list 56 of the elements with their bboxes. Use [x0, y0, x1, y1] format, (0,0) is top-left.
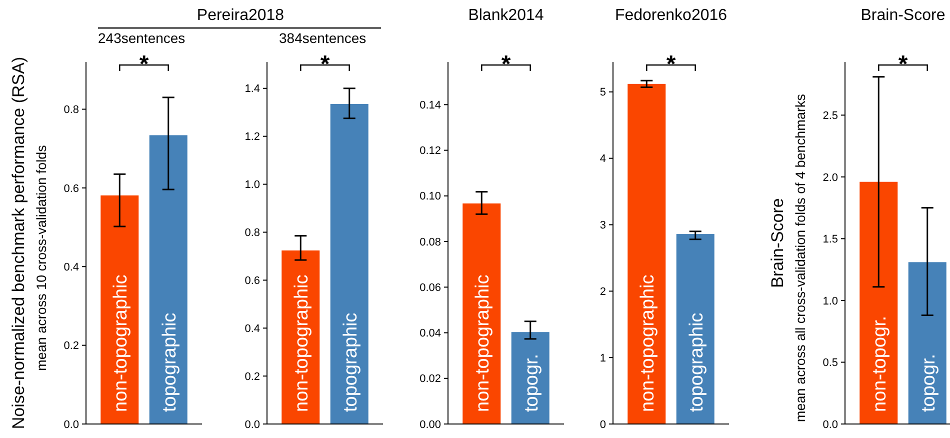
y-tick-label: 5: [600, 86, 606, 99]
y-tick-label: 0.0: [244, 418, 260, 431]
x-tick-label: topographic: [340, 312, 362, 412]
y-tick-label: 2.5: [822, 110, 838, 122]
y-tick-label: 0.14: [420, 100, 441, 112]
chart-title: Blank2014: [468, 7, 544, 24]
x-tick-label: non-topographic: [292, 274, 313, 412]
y-tick-label: 0.12: [420, 145, 441, 158]
x-tick-label: non-topographic: [472, 274, 494, 412]
chart-subtitle: 384sentences: [279, 30, 366, 46]
y-axis-title: Brain-Score mean across all cross-validation folds of 4 benchmarks: [768, 94, 808, 422]
annotation: *: [139, 51, 150, 78]
y-tick-label: 0: [600, 418, 606, 431]
y-tick-label: 0.6: [64, 182, 79, 195]
y-tick-label: 2.0: [822, 172, 838, 184]
y-tick-label: 1.4: [244, 83, 260, 96]
y-tick-label: 0.04: [420, 328, 441, 340]
x-tick-label: topogr.: [918, 354, 940, 412]
y-tick-label: 0.8: [244, 227, 260, 240]
x-tick-label: topographic: [686, 312, 708, 412]
y-tick-label: 2: [600, 286, 606, 298]
x-tick-label: topographic: [159, 312, 180, 412]
x-tick-label: non-topogr.: [870, 316, 891, 412]
y-tick-label: 1.0: [822, 295, 838, 308]
y-tick-label: 3: [600, 220, 606, 232]
chart-title: Fedorenko2016: [614, 7, 728, 24]
y-tick-label: 0.4: [64, 261, 79, 274]
y-tick-label: 0.06: [420, 282, 441, 294]
chart-title: Brain-Score: [860, 7, 946, 24]
y-tick-label: 0.4: [244, 322, 260, 335]
y-tick-label: 0.8: [64, 104, 79, 116]
text: Pereira2018: [196, 7, 284, 24]
y-tick-label: 0.0: [64, 418, 79, 431]
x-tick-label: non-topographic: [110, 274, 132, 412]
chart-subtitle: 243sentences: [98, 30, 186, 46]
y-tick-label: 1.5: [822, 234, 838, 246]
annotation: *: [666, 51, 676, 78]
x-tick-label: topogr.: [521, 354, 542, 412]
y-tick-label: 0.0: [822, 418, 838, 431]
y-tick-label: 0.00: [420, 418, 441, 431]
y-tick-label: 0.2: [244, 370, 260, 383]
y-tick-label: 0.5: [822, 357, 838, 370]
annotation: *: [320, 51, 330, 78]
y-tick-label: 4: [600, 153, 606, 166]
annotation: *: [501, 51, 512, 78]
x-tick-label: non-topographic: [638, 274, 659, 412]
annotation: *: [898, 51, 908, 78]
y-tick-label: 0.02: [420, 373, 441, 386]
y-tick-label: 1.2: [244, 131, 260, 144]
y-tick-label: 1.0: [244, 179, 260, 192]
y-tick-label: 0.6: [244, 275, 260, 288]
y-axis-title: Noise-normalized benchmark performance (RSA) mean across 10 cross-validation folds: [9, 56, 49, 430]
y-tick-label: 1: [600, 352, 606, 364]
y-tick-label: 0.08: [420, 236, 441, 248]
y-tick-label: 0.2: [64, 340, 79, 352]
y-tick-label: 0.10: [420, 190, 441, 203]
